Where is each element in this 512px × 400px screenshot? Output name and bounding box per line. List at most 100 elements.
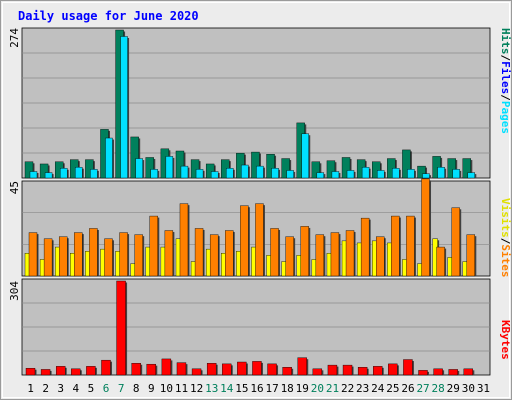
- bar-kbytes-day-6: [101, 359, 111, 376]
- bar-sites-day-20: [315, 234, 325, 277]
- bar-pages-day-3: [59, 168, 68, 179]
- bar-sites-day-18: [285, 236, 294, 277]
- bar-pages-day-5: [90, 169, 98, 179]
- x-tick-label-day-30: 30: [462, 382, 475, 395]
- bar-hits-day-13: [205, 163, 215, 179]
- bar-kbytes-day-20: [312, 368, 323, 376]
- bar-kbytes-day-9: [146, 363, 156, 376]
- legend-pages: Pages: [499, 101, 512, 134]
- bar-kbytes-day-26: [403, 359, 413, 376]
- x-tick-label-day-11: 11: [175, 382, 188, 395]
- x-tick-label-day-28: 28: [432, 382, 445, 395]
- x-tick-label-day-14: 14: [220, 382, 234, 395]
- bar-kbytes-day-3: [55, 366, 66, 376]
- bar-kbytes-day-21: [327, 364, 338, 376]
- bar-kbytes-day-27: [418, 370, 428, 376]
- bar-sites-day-24: [376, 236, 385, 277]
- bar-pages-day-26: [407, 169, 415, 179]
- bar-hits-day-27: [417, 165, 426, 179]
- bar-pages-day-10: [165, 156, 174, 179]
- bar-kbytes-day-24: [373, 366, 383, 376]
- bar-pages-day-9: [150, 169, 158, 179]
- bar-sites-day-13: [209, 234, 219, 277]
- bar-kbytes-day-11: [176, 362, 187, 376]
- bar-hits-day-17: [266, 154, 275, 179]
- bar-sites-day-29: [451, 207, 460, 277]
- bar-kbytes-day-10: [161, 358, 172, 376]
- bar-sites-day-11: [179, 203, 189, 277]
- bar-hits-day-22: [341, 157, 351, 179]
- legend-visits: Visits: [499, 198, 512, 238]
- bar-kbytes-day-1: [25, 367, 36, 376]
- x-tick-label-day-22: 22: [341, 382, 354, 395]
- bar-kbytes-day-2: [40, 369, 51, 376]
- bar-pages-day-19: [301, 133, 309, 179]
- bar-kbytes-day-19: [297, 357, 307, 376]
- bar-pages-day-27: [422, 173, 430, 179]
- bar-pages-day-8: [135, 158, 143, 179]
- bar-hits-day-29: [447, 158, 456, 179]
- bar-pages-day-7: [120, 36, 128, 179]
- bar-sites-day-3: [58, 236, 68, 277]
- bar-kbytes-day-25: [388, 363, 398, 376]
- x-tick-label-day-15: 15: [235, 382, 248, 395]
- legend-top: Hits/Files/Pages: [499, 28, 512, 134]
- bar-sites-day-21: [330, 232, 340, 277]
- bar-hits-day-12: [190, 159, 200, 179]
- bar-pages-day-25: [392, 168, 400, 179]
- bar-sites-day-30: [466, 234, 476, 277]
- x-tick-label-day-7: 7: [118, 382, 125, 395]
- bottom-axis-max-label: 304: [8, 281, 21, 301]
- bar-hits-day-11: [175, 150, 185, 179]
- legend-sites: Sites: [499, 244, 512, 277]
- legend-kbytes: KBytes: [499, 320, 512, 360]
- bar-sites-day-10: [164, 230, 174, 277]
- bar-pages-day-24: [377, 170, 385, 179]
- x-tick-label-day-16: 16: [250, 382, 263, 395]
- legend-top-sep-1: /: [499, 55, 512, 62]
- bar-sites-day-1: [28, 232, 38, 277]
- bar-pages-day-28: [437, 166, 445, 179]
- x-tick-label-day-31: 31: [477, 382, 490, 395]
- bar-sites-day-2: [43, 238, 53, 277]
- x-tick-label-day-21: 21: [326, 382, 339, 395]
- bar-kbytes-day-4: [71, 368, 81, 376]
- bar-pages-day-16: [256, 165, 264, 179]
- bar-kbytes-day-23: [357, 367, 368, 376]
- bar-hits-day-1: [24, 161, 34, 179]
- bar-pages-day-20: [316, 172, 325, 179]
- bar-hits-day-20: [311, 161, 321, 179]
- bar-kbytes-day-12: [191, 368, 202, 376]
- x-tick-label-day-5: 5: [88, 382, 95, 395]
- x-tick-label-day-29: 29: [447, 382, 460, 395]
- bar-hits-day-8: [130, 136, 139, 179]
- x-tick-label-day-12: 12: [190, 382, 203, 395]
- bar-pages-day-13: [210, 171, 219, 179]
- bar-hits-day-26: [402, 149, 411, 179]
- bar-pages-day-23: [361, 166, 370, 179]
- bar-hits-day-30: [462, 158, 472, 179]
- bar-pages-day-4: [75, 166, 83, 179]
- bar-pages-day-11: [180, 165, 189, 179]
- bar-kbytes-day-5: [86, 366, 96, 376]
- bar-pages-day-30: [467, 172, 476, 179]
- bar-sites-day-17: [270, 228, 279, 277]
- bar-kbytes-day-15: [237, 361, 247, 376]
- legend-mid-sep: /: [499, 238, 512, 245]
- bar-kbytes-day-18: [282, 367, 292, 376]
- bar-pages-day-15: [241, 164, 249, 179]
- bar-pages-day-22: [346, 170, 355, 179]
- x-tick-label-day-8: 8: [133, 382, 140, 395]
- x-tick-label-day-23: 23: [356, 382, 369, 395]
- bar-sites-day-26: [406, 215, 415, 277]
- bar-sites-day-8: [134, 234, 143, 277]
- x-tick-label-day-4: 4: [73, 382, 80, 395]
- bar-kbytes-day-7: [116, 280, 126, 376]
- bar-sites-day-23: [360, 217, 370, 277]
- x-tick-label-day-2: 2: [42, 382, 49, 395]
- x-tick-label-day-20: 20: [311, 382, 324, 395]
- x-tick-label-day-17: 17: [265, 382, 278, 395]
- bar-sites-day-15: [240, 205, 249, 277]
- bar-sites-day-7: [119, 232, 128, 277]
